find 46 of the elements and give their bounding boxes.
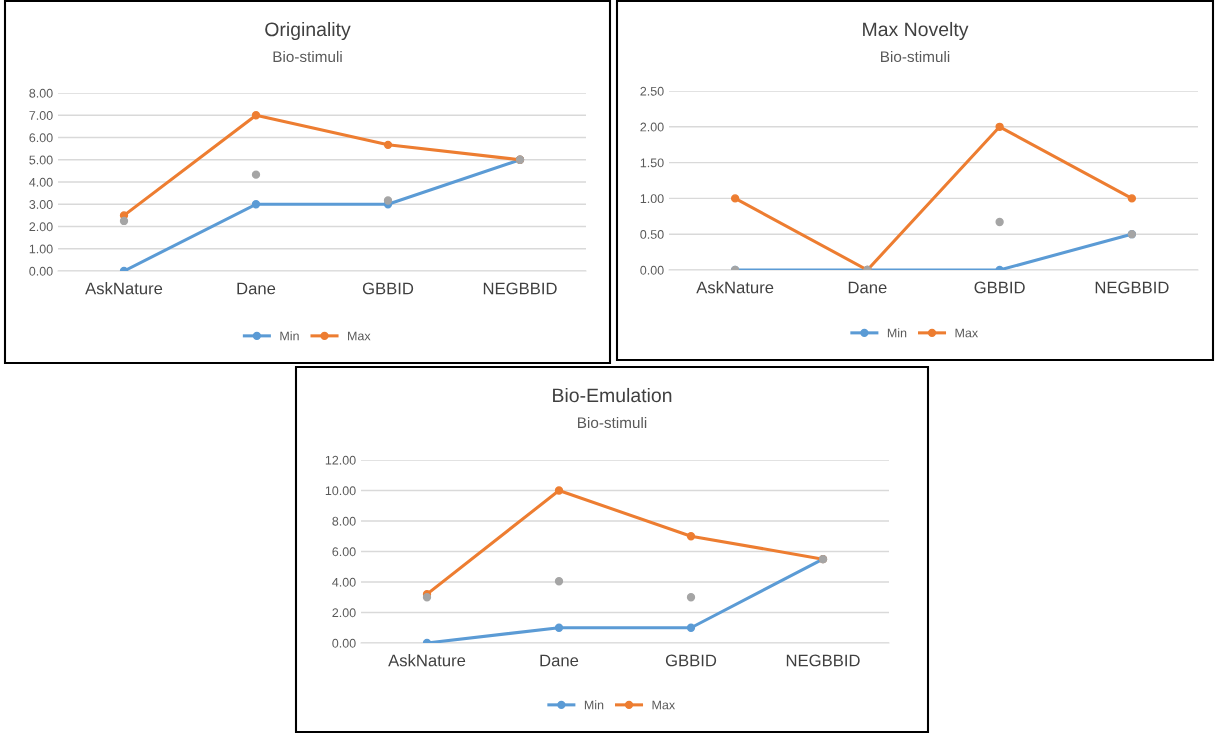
x-tick-label: Dane [848,281,887,294]
legend-label: Min [887,328,907,338]
y-tick-label: 1.00 [640,194,664,204]
y-tick-label: 3.00 [29,200,53,209]
legend-label: Min [280,331,299,341]
x-tick-label: AskNature [85,282,163,295]
y-tick-label: 6.00 [29,133,53,143]
chart-subtitle: Bio-stimuli [881,50,950,63]
x-tick-label: NEGBBID [786,654,860,667]
legend-label: Max [348,331,371,341]
x-tick-label: Dane [540,654,579,667]
y-tick-label: 6.00 [332,547,356,557]
legend-label: Min [584,700,604,710]
chart-subtitle: Bio-stimuli [578,416,647,429]
y-tick-label: 0.00 [332,638,356,648]
y-tick-label: 2.50 [640,86,664,96]
y-tick-label: 8.00 [332,516,356,526]
x-tick-label: Dane [237,282,276,295]
legend-label: Max [955,328,978,338]
x-tick-label: NEGBBID [483,282,557,295]
y-tick-label: 1.50 [640,158,664,168]
chart-title: Bio-Emulation [553,387,672,403]
y-tick-label: 10.00 [325,486,356,496]
x-tick-label: AskNature [696,281,774,294]
x-tick-label: GBBID [362,282,414,295]
x-tick-label: NEGBBID [1095,281,1169,294]
x-tick-label: GBBID [665,654,717,667]
y-tick-label: 2.00 [640,122,664,132]
y-tick-label: 12.00 [325,455,356,465]
y-tick-label: 7.00 [29,111,53,120]
y-tick-label: 4.00 [332,577,356,587]
y-tick-label: 2.00 [332,608,356,618]
chart-title: Originality [265,21,351,41]
x-tick-label: GBBID [974,281,1025,294]
y-tick-label: 0.50 [640,230,664,239]
y-tick-label: 0.00 [640,265,664,275]
chart-title: Max Novelty [863,21,969,41]
y-tick-label: 0.00 [29,266,53,276]
y-tick-label: 1.00 [29,244,53,254]
y-tick-label: 4.00 [29,177,53,187]
y-tick-label: 5.00 [29,155,53,165]
y-tick-label: 2.00 [29,222,53,232]
y-tick-label: 8.00 [29,88,53,98]
chart-subtitle: Bio-stimuli [273,50,342,63]
legend-label: Max [652,700,675,710]
x-tick-label: AskNature [388,654,466,667]
